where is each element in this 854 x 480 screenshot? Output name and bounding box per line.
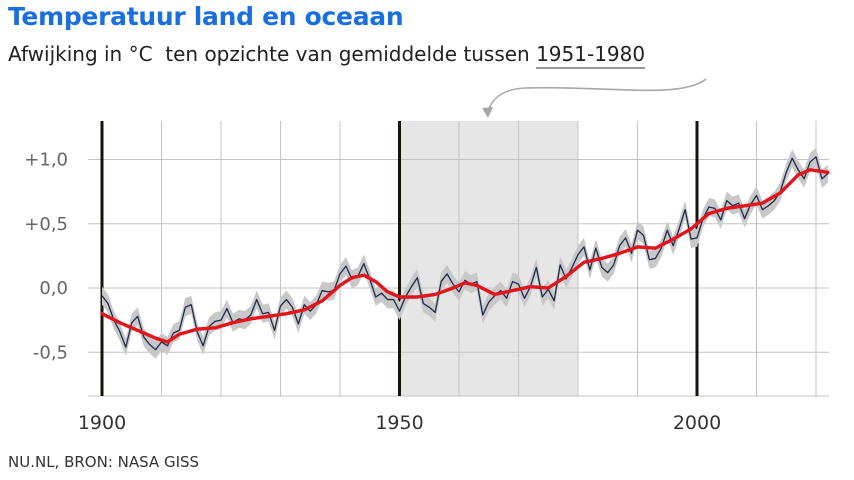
smoothed-trend-line — [100, 168, 830, 344]
uncertainty-band-area — [102, 147, 828, 359]
y-tick-label: +1,0 — [24, 150, 68, 171]
y-tick-label: 0,0 — [39, 278, 68, 299]
baseline-callout-arrowhead — [482, 107, 493, 118]
data-series — [100, 156, 830, 351]
y-axis-tick-labels: +1,0 +0,5 0,0 -0,5 — [24, 150, 68, 364]
baseline-shade-rect — [399, 121, 578, 396]
baseline-period-label: 1951-1980 — [536, 42, 646, 69]
x-axis-tick-labels: 1900 1950 2000 — [78, 412, 721, 434]
uncertainty-band — [102, 147, 828, 359]
y-tick-label: -0,5 — [33, 342, 68, 363]
chart-title: Temperatuur land en oceaan — [8, 2, 404, 31]
grid — [88, 121, 829, 397]
y-tick-label: +0,5 — [24, 214, 68, 235]
baseline-period-shading — [399, 121, 578, 396]
x-tick-label: 2000 — [673, 412, 721, 434]
subtitle-text: Afwijking in °C ten opzichte van gemidde… — [8, 42, 537, 66]
annual-anomaly-line — [101, 156, 829, 351]
chart-subtitle: Afwijking in °C ten opzichte van gemidde… — [8, 42, 646, 69]
source-credit: NU.NL, BRON: NASA GISS — [8, 453, 200, 471]
baseline-callout-arrow — [487, 78, 707, 113]
x-tick-label: 1950 — [375, 412, 423, 434]
decade-markers — [100, 121, 699, 396]
x-tick-label: 1900 — [78, 412, 126, 434]
